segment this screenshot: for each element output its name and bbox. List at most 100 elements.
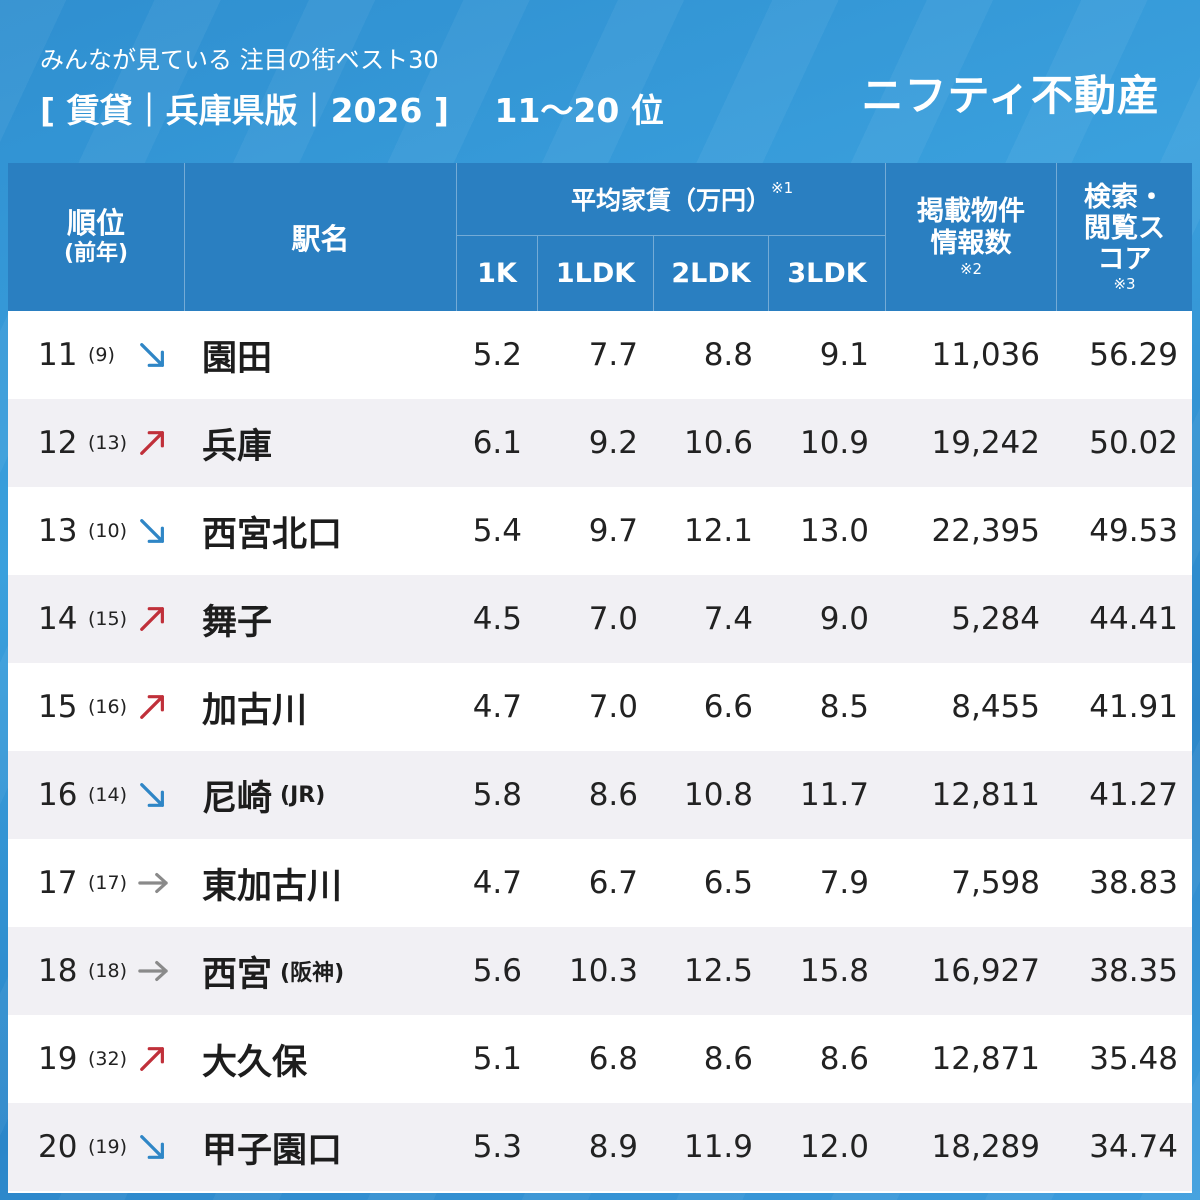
score-cell: 41.27 (1089, 777, 1178, 813)
score-cell: 56.29 (1089, 337, 1178, 373)
rank-number: 17 (38, 865, 78, 901)
score-cell: 35.48 (1089, 1041, 1178, 1077)
rank-number: 14 (38, 601, 78, 637)
col-listings-header: 掲載物件情報数 ※2 (886, 163, 1056, 311)
col-3ldk-header: 3LDK (787, 258, 867, 289)
listings-cell: 22,395 (931, 513, 1040, 549)
previous-rank: (15) (88, 608, 128, 630)
station-name-text: 舞子 (202, 602, 273, 643)
table-header: 順位 (前年) 駅名 平均家賃（万円） ※1 1K 1LDK 2LDK 3LDK… (8, 163, 1192, 311)
rent-1ldk-cell: 6.7 (588, 865, 638, 901)
station-name: 尼崎 (JR) (202, 751, 325, 839)
col-listings-label: 掲載物件情報数 (917, 196, 1025, 259)
station-name: 西宮北口 (202, 487, 342, 575)
station-name-text: 大久保 (202, 1042, 308, 1083)
rent-1k-cell: 5.3 (472, 1129, 522, 1165)
rent-2ldk-cell: 8.8 (703, 337, 753, 373)
station-name: 兵庫 (202, 399, 272, 487)
rent-2ldk-cell: 12.1 (683, 513, 753, 549)
table-row: 12 (13) 兵庫 6.1 9.2 10.6 10.9 19,242 50.02 (8, 399, 1192, 487)
rent-1k-cell: 5.2 (472, 337, 522, 373)
listings-cell: 19,242 (931, 425, 1040, 461)
station-name-text: 西宮北口 (202, 514, 343, 555)
arrow-down-right-icon (140, 1135, 164, 1159)
arrow-right-icon (136, 927, 170, 1015)
listings-cell: 18,289 (931, 1129, 1040, 1165)
rent-2ldk-cell: 10.8 (683, 777, 753, 813)
arrow-down-right-icon (136, 311, 170, 399)
previous-rank: (9) (88, 344, 115, 366)
table-row: 15 (16) 加古川 4.7 7.0 6.6 8.5 8,455 41.91 (8, 663, 1192, 751)
rank-number: 11 (38, 337, 78, 373)
rent-3ldk-cell: 10.9 (799, 425, 869, 461)
score-cell: 38.83 (1089, 865, 1178, 901)
table-row: 14 (15) 舞子 4.5 7.0 7.4 9.0 5,284 44.41 (8, 575, 1192, 663)
rent-1k-cell: 5.4 (472, 513, 522, 549)
rent-3ldk-cell: 8.6 (819, 1041, 869, 1077)
arrow-right-icon (138, 872, 168, 894)
station-name: 舞子 (202, 575, 272, 663)
rank-number: 18 (38, 953, 78, 989)
table-row: 20 (19) 甲子園口 5.3 8.9 11.9 12.0 18,289 34.74 (8, 1103, 1192, 1191)
station-name-text: 兵庫 (202, 426, 273, 467)
rent-1ldk-cell: 9.2 (588, 425, 638, 461)
previous-rank: (10) (88, 520, 128, 542)
rank-number: 16 (38, 777, 78, 813)
rent-3ldk-cell: 13.0 (799, 513, 869, 549)
station-name: 甲子園口 (202, 1103, 342, 1191)
previous-rank: (18) (88, 960, 128, 982)
brand-logo: ニフティ不動産 (861, 71, 1160, 120)
score-cell: 34.74 (1089, 1129, 1178, 1165)
previous-rank: (13) (88, 432, 128, 454)
arrow-up-right-icon (136, 575, 170, 663)
rent-3ldk-cell: 15.8 (799, 953, 869, 989)
arrow-right-icon (136, 839, 170, 927)
rent-1ldk-cell: 9.7 (588, 513, 638, 549)
station-name: 大久保 (202, 1015, 307, 1103)
station-name-text: 甲子園口 (202, 1130, 343, 1171)
arrow-up-right-icon (136, 1015, 170, 1103)
station-name: 西宮 (阪神) (202, 927, 344, 1015)
col-rank-label: 順位 (66, 206, 125, 240)
station-name-text: 尼崎 (202, 778, 273, 819)
page-title: [ 賃貸｜兵庫県版｜2026 ] 11〜20 位 (40, 84, 664, 132)
title-rank-range: 11〜20 位 (494, 91, 664, 130)
rent-1k-cell: 4.7 (472, 865, 522, 901)
rent-2ldk-cell: 10.6 (683, 425, 753, 461)
station-line-suffix: (阪神) (280, 961, 345, 986)
col-2ldk-header: 2LDK (671, 258, 751, 289)
rent-3ldk-cell: 9.1 (819, 337, 869, 373)
col-score-header: 検索・閲覧スコア ※3 (1057, 163, 1192, 311)
station-name: 東加古川 (202, 839, 342, 927)
station-name-text: 園田 (202, 338, 273, 379)
rent-2ldk-cell: 12.5 (683, 953, 753, 989)
listings-cell: 12,871 (931, 1041, 1040, 1077)
table-row: 17 (17) 東加古川 4.7 6.7 6.5 7.9 7,598 38.83 (8, 839, 1192, 927)
page-header: みんなが見ている 注目の街ベスト30 [ 賃貸｜兵庫県版｜2026 ] 11〜2… (0, 0, 1200, 160)
arrow-up-right-icon (136, 663, 170, 751)
previous-rank: (32) (88, 1048, 128, 1070)
previous-rank: (17) (88, 872, 128, 894)
arrow-down-right-icon (140, 519, 164, 543)
rent-3ldk-cell: 9.0 (819, 601, 869, 637)
listings-cell: 8,455 (951, 689, 1040, 725)
arrow-down-right-icon (140, 783, 164, 807)
col-station-header: 駅名 (291, 222, 350, 256)
col-1k-header: 1K (477, 258, 517, 289)
previous-rank: (19) (88, 1136, 128, 1158)
page-subtitle: みんなが見ている 注目の街ベスト30 (40, 46, 439, 74)
rent-3ldk-cell: 7.9 (819, 865, 869, 901)
station-line-suffix: (JR) (280, 782, 326, 808)
rent-1k-cell: 5.8 (472, 777, 522, 813)
station-name-text: 西宮 (202, 954, 273, 995)
arrow-down-right-icon (136, 1103, 170, 1191)
rent-1ldk-cell: 8.6 (588, 777, 638, 813)
rent-1k-cell: 4.5 (472, 601, 522, 637)
arrow-down-right-icon (136, 487, 170, 575)
arrow-down-right-icon (140, 343, 164, 367)
rent-1k-cell: 6.1 (472, 425, 522, 461)
table-row: 18 (18) 西宮 (阪神) 5.6 10.3 12.5 15.8 16,927 38.35 (8, 927, 1192, 1015)
rent-1ldk-cell: 10.3 (568, 953, 638, 989)
arrow-up-right-icon (140, 1047, 164, 1071)
rent-1k-cell: 4.7 (472, 689, 522, 725)
